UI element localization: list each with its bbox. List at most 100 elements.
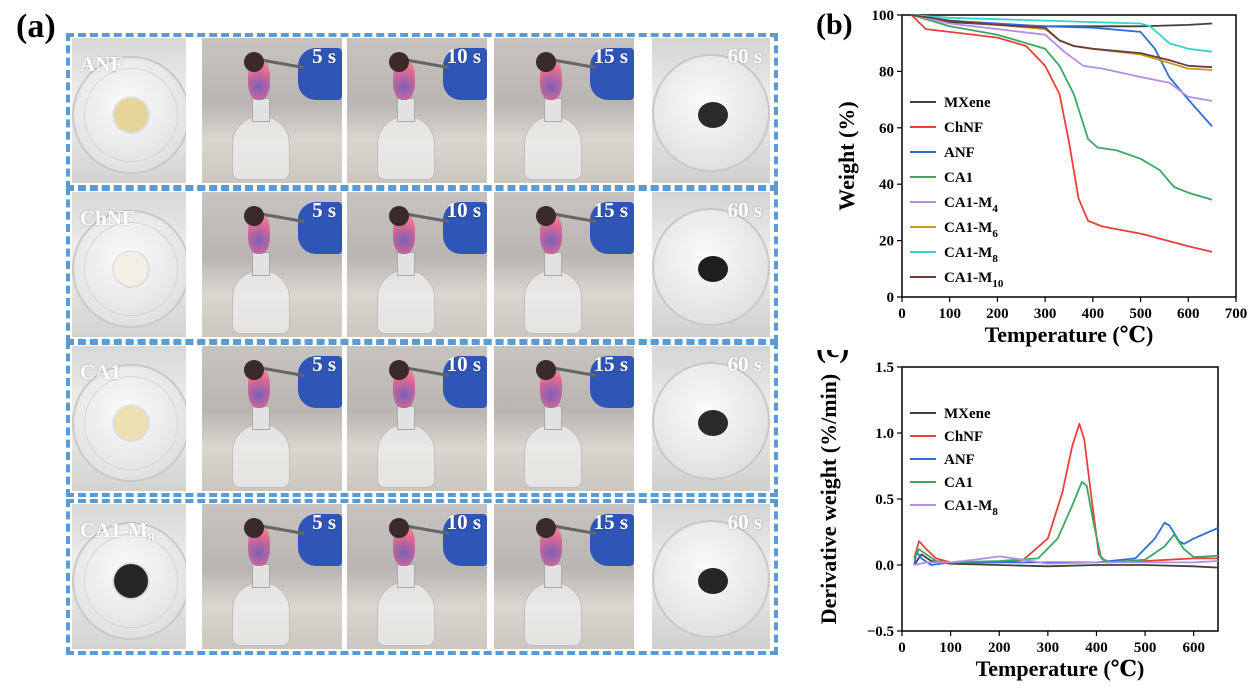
series-line xyxy=(911,14,1213,69)
lamp-neck xyxy=(397,98,415,122)
burning-sample xyxy=(389,206,409,226)
sample-label: ANF xyxy=(80,52,124,76)
burning-sample xyxy=(536,360,556,380)
sample-photo: CA1-M8 xyxy=(72,504,186,649)
series-line xyxy=(911,14,1213,102)
time-label: 15 s xyxy=(593,198,628,222)
lamp-neck xyxy=(544,406,562,430)
blue-glove xyxy=(590,356,634,408)
residue xyxy=(698,102,728,128)
burn-photo: 10 s xyxy=(347,504,487,649)
y-tick-label: 0.0 xyxy=(875,558,894,574)
legend-label: ANF xyxy=(944,145,975,161)
legend-label: CA1 xyxy=(944,170,973,186)
petri-dish-inner xyxy=(84,534,178,628)
y-axis-label: Weight (%) xyxy=(834,101,859,210)
alcohol-lamp xyxy=(232,270,290,334)
y-tick-label: 60 xyxy=(879,121,894,137)
sample-disc xyxy=(114,252,148,286)
series-line xyxy=(914,555,1219,566)
legend-label: CA1 xyxy=(944,475,973,491)
legend-label: CA1-M8 xyxy=(944,498,998,518)
x-tick-label: 300 xyxy=(1034,306,1057,322)
legend-label: CA1-M10 xyxy=(944,270,1004,290)
residue xyxy=(698,410,728,436)
legend-label: CA1-M4 xyxy=(944,195,998,215)
time-label: 60 s xyxy=(727,510,762,534)
y-tick-label: −0.5 xyxy=(867,624,894,640)
petri-dish xyxy=(652,520,770,638)
lamp-neck xyxy=(397,252,415,276)
blue-glove xyxy=(298,356,342,408)
x-tick-label: 700 xyxy=(1225,306,1248,322)
burn-photo: 15 s xyxy=(494,38,634,183)
sample-label: ChNF xyxy=(80,206,135,230)
row-box xyxy=(66,499,778,655)
alcohol-lamp xyxy=(377,270,435,334)
petri-dish xyxy=(72,56,186,174)
lamp-neck xyxy=(252,564,270,588)
time-label: 60 s xyxy=(727,352,762,376)
y-tick-label: 20 xyxy=(879,234,894,250)
petri-dish xyxy=(652,362,770,480)
burn-photo: 10 s xyxy=(347,38,487,183)
time-label: 10 s xyxy=(446,352,481,376)
legend-label: MXene xyxy=(944,406,991,422)
petri-dish-inner xyxy=(84,222,178,316)
petri-dish xyxy=(72,210,186,328)
panel-c-derivative-chart: (c) 0 100 200 300 400 500 600 −0.5 0.0 0.5 1.0 1.5 Te… xyxy=(816,350,1219,681)
residue xyxy=(698,256,728,282)
burn-photo: 10 s xyxy=(347,346,487,491)
blue-glove xyxy=(298,202,342,254)
burn-photo: 10 s xyxy=(347,192,487,337)
burning-sample xyxy=(536,518,556,538)
sample-disc xyxy=(114,564,148,598)
burn-photo: 15 s xyxy=(494,504,634,649)
petri-dish xyxy=(652,54,770,172)
lamp-neck xyxy=(544,98,562,122)
time-label: 10 s xyxy=(446,510,481,534)
legend-label: ChNF xyxy=(944,120,983,136)
series-line xyxy=(913,553,1219,569)
time-label: 15 s xyxy=(593,352,628,376)
blue-glove xyxy=(443,514,487,566)
sample-photo: ANF xyxy=(72,38,186,183)
series-line xyxy=(910,14,1213,253)
time-label: 60 s xyxy=(727,44,762,68)
alcohol-lamp xyxy=(377,582,435,646)
burning-sample xyxy=(536,52,556,72)
burn-photo: 15 s xyxy=(494,192,634,337)
residue-photo: 60 s xyxy=(652,346,770,491)
x-tick-label: 400 xyxy=(1085,640,1108,656)
lamp-neck xyxy=(544,252,562,276)
plot-frame xyxy=(901,14,1237,298)
x-tick-label: 100 xyxy=(939,640,962,656)
time-label: 10 s xyxy=(446,198,481,222)
panel-letter: (b) xyxy=(816,8,853,41)
time-label: 5 s xyxy=(312,352,336,376)
burning-sample xyxy=(536,206,556,226)
lamp-neck xyxy=(397,406,415,430)
sample-photo: ChNF xyxy=(72,192,186,337)
alcohol-lamp xyxy=(377,116,435,180)
x-tick-label: 600 xyxy=(1177,306,1200,322)
blue-glove xyxy=(298,514,342,566)
residue-photo: 60 s xyxy=(652,504,770,649)
residue xyxy=(698,568,728,594)
x-tick-label: 600 xyxy=(1182,640,1205,656)
burning-sample xyxy=(389,518,409,538)
burning-sample xyxy=(389,52,409,72)
y-tick-label: 1.5 xyxy=(875,360,894,376)
burning-sample xyxy=(389,360,409,380)
alcohol-lamp xyxy=(232,424,290,488)
burn-photo: 15 s xyxy=(494,346,634,491)
petri-dish xyxy=(652,208,770,326)
time-label: 15 s xyxy=(593,510,628,534)
x-tick-label: 500 xyxy=(1129,306,1152,322)
time-label: 5 s xyxy=(312,198,336,222)
blue-glove xyxy=(590,514,634,566)
burning-sample xyxy=(244,52,264,72)
y-tick-label: 40 xyxy=(879,177,894,193)
x-tick-label: 0 xyxy=(898,640,906,656)
alcohol-lamp xyxy=(524,582,582,646)
